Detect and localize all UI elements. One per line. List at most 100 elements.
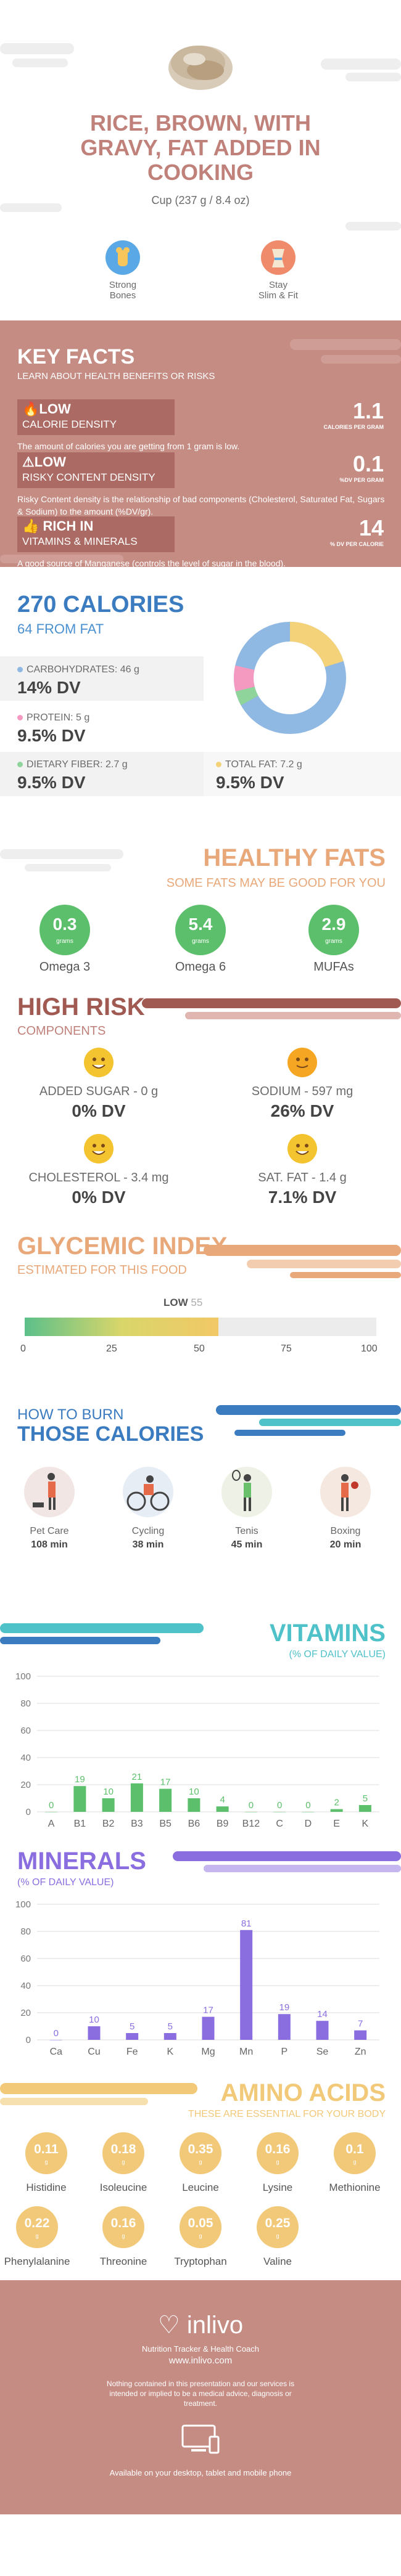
x-tick-label: B3 xyxy=(131,1819,143,1829)
cyclist-icon xyxy=(123,1467,173,1517)
bar-value-label: 10 xyxy=(103,1787,114,1797)
y-tick-label: 20 xyxy=(20,2008,31,2018)
glycemic-tick: 25 xyxy=(106,1343,117,1354)
y-tick-label: 80 xyxy=(20,1926,31,1937)
footer-availability: Available on your desktop, tablet and mo… xyxy=(109,2468,292,2477)
bar xyxy=(278,2014,291,2040)
x-tick-label: Cu xyxy=(88,2047,100,2057)
healthy-fats-section: HEALTHY FATS SOME FATS MAY BE GOOD FOR Y… xyxy=(0,838,401,980)
calorie-donut-chart xyxy=(234,622,346,734)
bar-value-label: 21 xyxy=(132,1772,143,1782)
x-tick-label: A xyxy=(48,1819,55,1829)
burn-title: HOW TO BURN xyxy=(17,1406,124,1423)
bar-value-label: 5 xyxy=(168,2021,173,2032)
y-tick-label: 40 xyxy=(20,1753,31,1763)
key-facts-section: KEY FACTS LEARN ABOUT HEALTH BENEFITS OR… xyxy=(0,320,401,567)
bar xyxy=(130,1783,143,1812)
x-tick-label: Mg xyxy=(201,2047,215,2057)
fact-unit: %DV PER GRAM xyxy=(339,477,384,483)
bar-value-label: 19 xyxy=(279,2002,289,2013)
glycemic-level: LOW 55 xyxy=(163,1297,203,1308)
calories-section: 270 CALORIES 64 FROM FAT CARBOHYDRATES: … xyxy=(0,567,401,838)
bar xyxy=(88,2026,101,2040)
fact-unit: CALORIES PER GRAM xyxy=(323,424,384,430)
amino-phenylalanine: 0.22 g Phenylalanine xyxy=(0,2206,74,2268)
y-tick-label: 40 xyxy=(20,1981,31,1991)
x-tick-label: Fe xyxy=(126,2047,138,2057)
amino-lysine: 0.16 g Lysine xyxy=(241,2132,315,2194)
fat-omega6: 5.4 grams Omega 6 xyxy=(167,905,234,974)
minerals-title: MINERALS xyxy=(17,1848,146,1875)
dog-walk-icon xyxy=(24,1467,75,1517)
amino-subtitle: THESE ARE ESSENTIAL FOR YOUR BODY xyxy=(188,2109,386,2119)
bar-value-label: 2 xyxy=(334,1798,339,1808)
high-risk-subtitle: COMPONENTS xyxy=(17,1024,106,1038)
fact-value: 14 xyxy=(358,515,384,540)
key-facts-title: KEY FACTS xyxy=(17,345,135,369)
risk-saturated-fat: SAT. FAT - 1.4 g 7.1% DV xyxy=(210,1134,395,1207)
bar-value-label: 0 xyxy=(305,1800,310,1811)
bar-value-label: 81 xyxy=(241,1918,252,1929)
x-tick-label: Se xyxy=(316,2047,329,2057)
nutrient-carbohydrates: CARBOHYDRATES: 46 g 14% DV xyxy=(17,664,139,697)
smiley-icon xyxy=(84,1134,114,1164)
flame-icon: 🔥 xyxy=(22,401,39,417)
healthy-fats-subtitle: SOME FATS MAY BE GOOD FOR YOU xyxy=(166,876,386,890)
x-tick-label: E xyxy=(333,1819,340,1829)
amino-threonine: 0.16 g Threonine xyxy=(86,2206,160,2268)
fat-mufas: 2.9 grams MUFAs xyxy=(300,905,368,974)
glycemic-subtitle: ESTIMATED FOR THIS FOOD xyxy=(17,1263,187,1277)
glycemic-index-section: GLYCEMIC INDEX ESTIMATED FOR THIS FOOD L… xyxy=(0,1214,401,1399)
amino-leucine: 0.35 g Leucine xyxy=(163,2132,238,2194)
y-tick-label: 0 xyxy=(26,1807,31,1817)
bar xyxy=(216,1806,229,1812)
key-facts-subtitle: LEARN ABOUT HEALTH BENEFITS OR RISKS xyxy=(17,371,215,381)
bar xyxy=(159,1788,172,1812)
bar xyxy=(202,2016,215,2040)
food-header: RICE, BROWN, WITH GRAVY, FAT ADDED IN CO… xyxy=(0,0,401,320)
x-tick-label: D xyxy=(305,1819,312,1829)
calories-from-fat: 64 FROM FAT xyxy=(17,621,104,637)
fact-value: 0.1 xyxy=(352,451,384,476)
bar xyxy=(73,1786,86,1812)
fact-description: A good source of Manganese (controls the… xyxy=(17,558,286,567)
fact-description: Risky Content density is the relationshi… xyxy=(17,494,385,516)
amino-title: AMINO ACIDS xyxy=(220,2079,386,2106)
bar xyxy=(102,1798,115,1812)
y-tick-label: 100 xyxy=(15,1671,31,1682)
x-tick-label: C xyxy=(276,1819,283,1829)
nutrient-fiber: DIETARY FIBER: 2.7 g 9.5% DV xyxy=(17,759,128,792)
high-risk-section: HIGH RISK COMPONENTS ADDED SUGAR - 0 g 0… xyxy=(0,980,401,1214)
serving-size: Cup (237 g / 8.4 oz) xyxy=(151,194,250,206)
bar-value-label: 0 xyxy=(54,2028,59,2039)
activity-cycling: Cycling 38 min xyxy=(111,1467,185,1551)
bar-value-label: 5 xyxy=(130,2021,134,2032)
glycemic-tick: 0 xyxy=(20,1343,26,1354)
glycemic-tick: 100 xyxy=(361,1343,378,1354)
bar xyxy=(188,1798,200,1812)
bar-value-label: 10 xyxy=(189,1787,199,1797)
x-tick-label: B9 xyxy=(217,1819,229,1829)
fat-omega3: 0.3 grams Omega 3 xyxy=(31,905,99,974)
x-tick-label: B1 xyxy=(74,1819,86,1829)
glycemic-tick: 75 xyxy=(281,1343,292,1354)
x-tick-label: Ca xyxy=(50,2047,63,2057)
risk-sodium: SODIUM - 597 mg 26% DV xyxy=(210,1048,395,1121)
glycemic-tick: 50 xyxy=(194,1343,205,1354)
x-tick-label: B2 xyxy=(102,1819,115,1829)
amino-acids-section: AMINO ACIDS THESE ARE ESSENTIAL FOR YOUR… xyxy=(0,2071,401,2280)
footer-url[interactable]: www.inlivo.com xyxy=(168,2355,233,2366)
bar xyxy=(240,1930,253,2040)
y-tick-label: 100 xyxy=(15,1899,31,1910)
amino-tryptophan: 0.05 g Tryptophan xyxy=(163,2206,238,2268)
vitamins-title: VITAMINS xyxy=(269,1620,386,1647)
minerals-subtitle: (% OF DAILY VALUE) xyxy=(17,1877,114,1888)
x-tick-label: B5 xyxy=(159,1819,172,1829)
tennis-icon xyxy=(221,1467,272,1517)
smiley-icon xyxy=(287,1048,317,1077)
bar xyxy=(316,2021,329,2040)
x-tick-label: B12 xyxy=(242,1819,260,1829)
bar-value-label: 10 xyxy=(89,2015,99,2025)
nutrient-total-fat: TOTAL FAT: 7.2 g 9.5% DV xyxy=(216,759,302,792)
vitamins-section: VITAMINS (% OF DAILY VALUE) 0 20 40 60 80 100… xyxy=(0,1615,401,1843)
